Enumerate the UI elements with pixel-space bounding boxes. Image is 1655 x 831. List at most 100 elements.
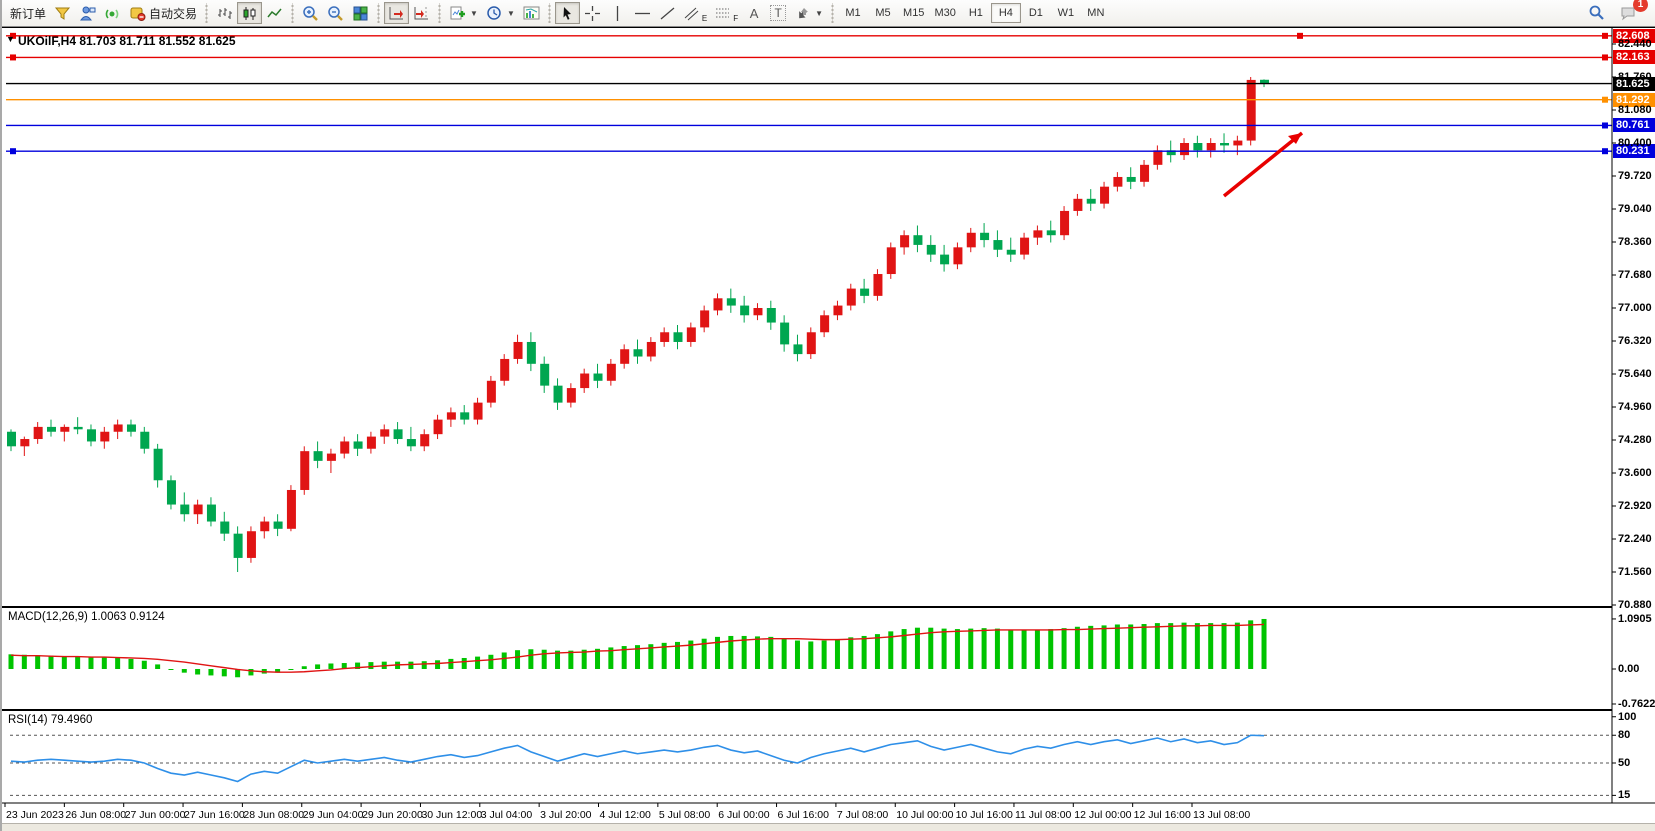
signals-icon-button[interactable] — [100, 2, 125, 24]
zoom-in-button[interactable] — [298, 2, 323, 24]
vertical-line-button[interactable] — [605, 2, 630, 24]
line-handle[interactable] — [1602, 122, 1608, 129]
auto-trading-button[interactable]: 自动交易 — [125, 2, 201, 24]
time-axis-label: 6 Jul 16:00 — [777, 809, 829, 821]
candle-body — [633, 349, 643, 357]
candlestick-chart-button[interactable] — [237, 2, 263, 24]
text-label-button[interactable]: T — [766, 2, 790, 24]
line-chart-button[interactable] — [262, 2, 287, 24]
chart-canvas[interactable] — [2, 28, 1655, 831]
time-axis-label: 10 Jul 16:00 — [955, 809, 1013, 821]
profile-icon-button[interactable] — [75, 2, 100, 24]
line-handle[interactable] — [1602, 148, 1608, 155]
collapse-triangle-icon[interactable]: ▼ — [6, 34, 15, 44]
time-axis-label: 4 Jul 12:00 — [599, 809, 651, 821]
zoom-out-button[interactable] — [323, 2, 348, 24]
candle-body — [446, 412, 456, 420]
price-tick-label: 82.440 — [1618, 38, 1652, 50]
macd-histogram-bar — [874, 634, 880, 669]
horizontal-line-button[interactable] — [630, 2, 655, 24]
line-handle[interactable] — [10, 148, 16, 155]
timeframe-w1[interactable]: W1 — [1051, 3, 1081, 23]
timeframe-m15[interactable]: M15 — [898, 3, 929, 23]
candle-body — [1046, 230, 1056, 236]
line-handle[interactable] — [1602, 54, 1608, 61]
candle-body — [700, 310, 710, 328]
line-handle[interactable] — [10, 54, 16, 61]
candle-body — [1166, 150, 1176, 156]
candle-body — [500, 358, 510, 381]
candle-body — [1260, 79, 1270, 84]
toolbar: 新订单 自动交易 — [2, 0, 1655, 27]
toolbar-separator — [203, 3, 211, 23]
macd-histogram-bar — [741, 635, 747, 669]
timeframe-d1[interactable]: D1 — [1021, 3, 1051, 23]
notifications-button[interactable]: 1 — [1615, 0, 1648, 24]
candle-body — [260, 521, 270, 532]
timeframe-m5[interactable]: M5 — [868, 3, 898, 23]
toolbar-separator — [829, 3, 837, 23]
time-axis-label: 26 Jun 08:00 — [65, 809, 127, 821]
candle-body — [1086, 198, 1096, 204]
tile-windows-button[interactable] — [348, 2, 373, 24]
indicators-button[interactable]: ▼ — [445, 2, 482, 24]
timeframe-m30[interactable]: M30 — [929, 3, 960, 23]
equidistant-channel-button[interactable]: E — [680, 2, 711, 24]
macd-histogram-bar — [675, 641, 680, 669]
macd-histogram-bar — [128, 658, 134, 669]
timeframe-m1[interactable]: M1 — [838, 3, 868, 23]
macd-histogram-bar — [1088, 625, 1094, 669]
candle-body — [1113, 176, 1123, 187]
macd-histogram-bar — [928, 627, 934, 669]
text-tool-button[interactable]: A — [742, 2, 766, 24]
time-axis-label: 6 Jul 00:00 — [718, 809, 770, 821]
arrows-icon — [794, 5, 811, 22]
template-button[interactable] — [519, 2, 544, 24]
candle-body — [1140, 164, 1150, 182]
price-tick-label: 77.000 — [1618, 301, 1652, 314]
macd-histogram-bar — [301, 666, 307, 669]
macd-histogram-bar — [1154, 623, 1160, 669]
arrows-button[interactable]: ▼ — [790, 2, 827, 24]
annotation-arrow[interactable] — [1222, 131, 1304, 198]
dropdown-caret-icon: ▼ — [815, 8, 824, 18]
macd-histogram-bar — [1061, 628, 1067, 669]
annotation-arrow-head[interactable] — [1288, 133, 1302, 144]
chart-shift-button[interactable] — [409, 2, 434, 24]
line-handle[interactable] — [1602, 32, 1608, 39]
zoom-out-icon — [327, 5, 344, 22]
dropdown-caret-icon: ▼ — [506, 8, 515, 18]
candle-body — [966, 232, 976, 248]
auto-trading-label: 自动交易 — [149, 6, 198, 21]
time-axis-label: 3 Jul 20:00 — [540, 809, 592, 821]
time-axis-label: 13 Jul 08:00 — [1193, 809, 1251, 821]
line-handle[interactable] — [1602, 96, 1608, 103]
crosshair-icon — [584, 5, 601, 22]
new-order-button[interactable]: 新订单 — [6, 2, 50, 24]
trendline-icon — [659, 5, 676, 22]
auto-scroll-button[interactable] — [384, 2, 410, 24]
periods-button[interactable]: ▼ — [482, 2, 519, 24]
macd-histogram-bar — [475, 656, 481, 669]
timeframe-h4[interactable]: H4 — [990, 3, 1021, 23]
timeframe-mn[interactable]: MN — [1081, 3, 1111, 23]
zoom-in-icon — [302, 5, 319, 22]
fibonacci-button[interactable]: F — [711, 2, 742, 24]
bar-chart-button[interactable] — [212, 2, 237, 24]
price-tag: 82.608 — [1613, 28, 1655, 43]
fibonacci-icon — [715, 6, 730, 21]
search-button[interactable] — [1583, 2, 1609, 24]
chart-window[interactable]: UKOilF,H4 81.703 81.711 81.552 81.625 ▼ … — [2, 27, 1655, 831]
window-bottom-edge — [2, 823, 1655, 831]
crosshair-button[interactable] — [580, 2, 605, 24]
funnel-icon-button[interactable] — [50, 2, 75, 24]
line-handle[interactable] — [10, 32, 16, 39]
candle-body — [433, 419, 443, 435]
price-tick-label: 80.400 — [1618, 137, 1652, 149]
text-label-icon: T — [770, 5, 786, 21]
line-handle[interactable] — [1297, 32, 1303, 39]
cursor-button[interactable] — [554, 2, 580, 24]
macd-histogram-bar — [954, 629, 960, 669]
timeframe-h1[interactable]: H1 — [961, 3, 991, 23]
trendline-button[interactable] — [655, 2, 680, 24]
